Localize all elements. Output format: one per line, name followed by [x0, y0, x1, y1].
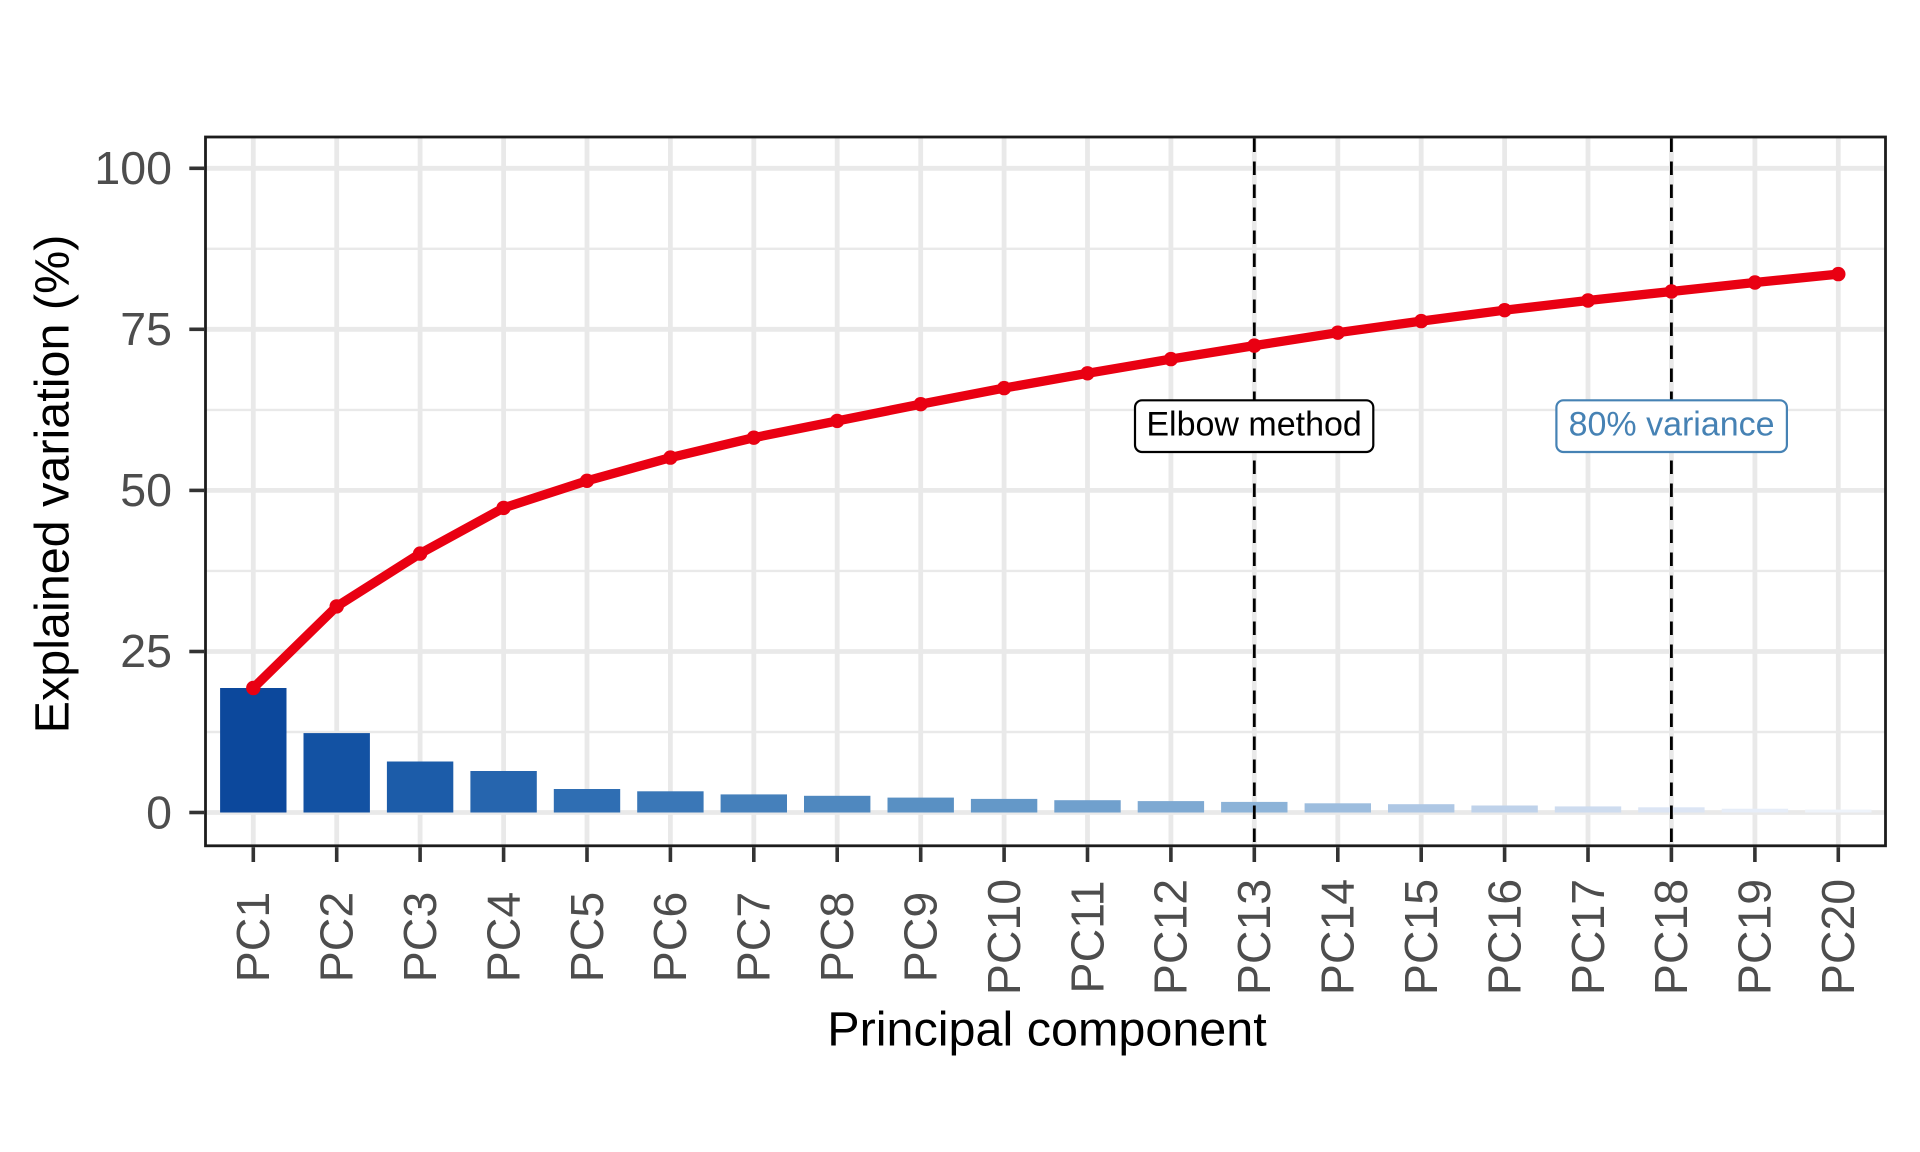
svg-text:PC16: PC16: [1478, 879, 1530, 995]
svg-text:PC3: PC3: [394, 892, 446, 982]
svg-text:PC20: PC20: [1812, 879, 1864, 995]
svg-text:100: 100: [94, 142, 172, 194]
svg-text:80% variance: 80% variance: [1569, 406, 1775, 444]
svg-text:PC15: PC15: [1395, 879, 1447, 995]
svg-text:PC1: PC1: [227, 892, 279, 982]
svg-text:PC18: PC18: [1645, 879, 1697, 995]
svg-text:PC5: PC5: [561, 892, 613, 982]
svg-text:50: 50: [120, 464, 172, 516]
svg-text:PC10: PC10: [978, 879, 1030, 995]
svg-text:75: 75: [120, 303, 172, 355]
svg-text:25: 25: [120, 625, 172, 677]
svg-text:Elbow method: Elbow method: [1146, 406, 1361, 444]
svg-text:PC14: PC14: [1312, 879, 1364, 995]
svg-text:PC7: PC7: [728, 892, 780, 982]
svg-text:PC13: PC13: [1228, 879, 1280, 995]
svg-text:PC8: PC8: [811, 892, 863, 982]
svg-text:PC2: PC2: [311, 892, 363, 982]
svg-text:PC9: PC9: [895, 892, 947, 982]
svg-text:PC19: PC19: [1729, 879, 1781, 995]
svg-text:PC12: PC12: [1145, 879, 1197, 995]
svg-text:PC6: PC6: [644, 892, 696, 982]
svg-text:Explained variation (%): Explained variation (%): [26, 235, 80, 734]
svg-text:Principal component: Principal component: [827, 1003, 1267, 1057]
svg-text:PC4: PC4: [477, 892, 529, 982]
svg-text:PC17: PC17: [1562, 879, 1614, 995]
svg-text:PC11: PC11: [1061, 881, 1113, 994]
svg-text:0: 0: [146, 786, 172, 838]
